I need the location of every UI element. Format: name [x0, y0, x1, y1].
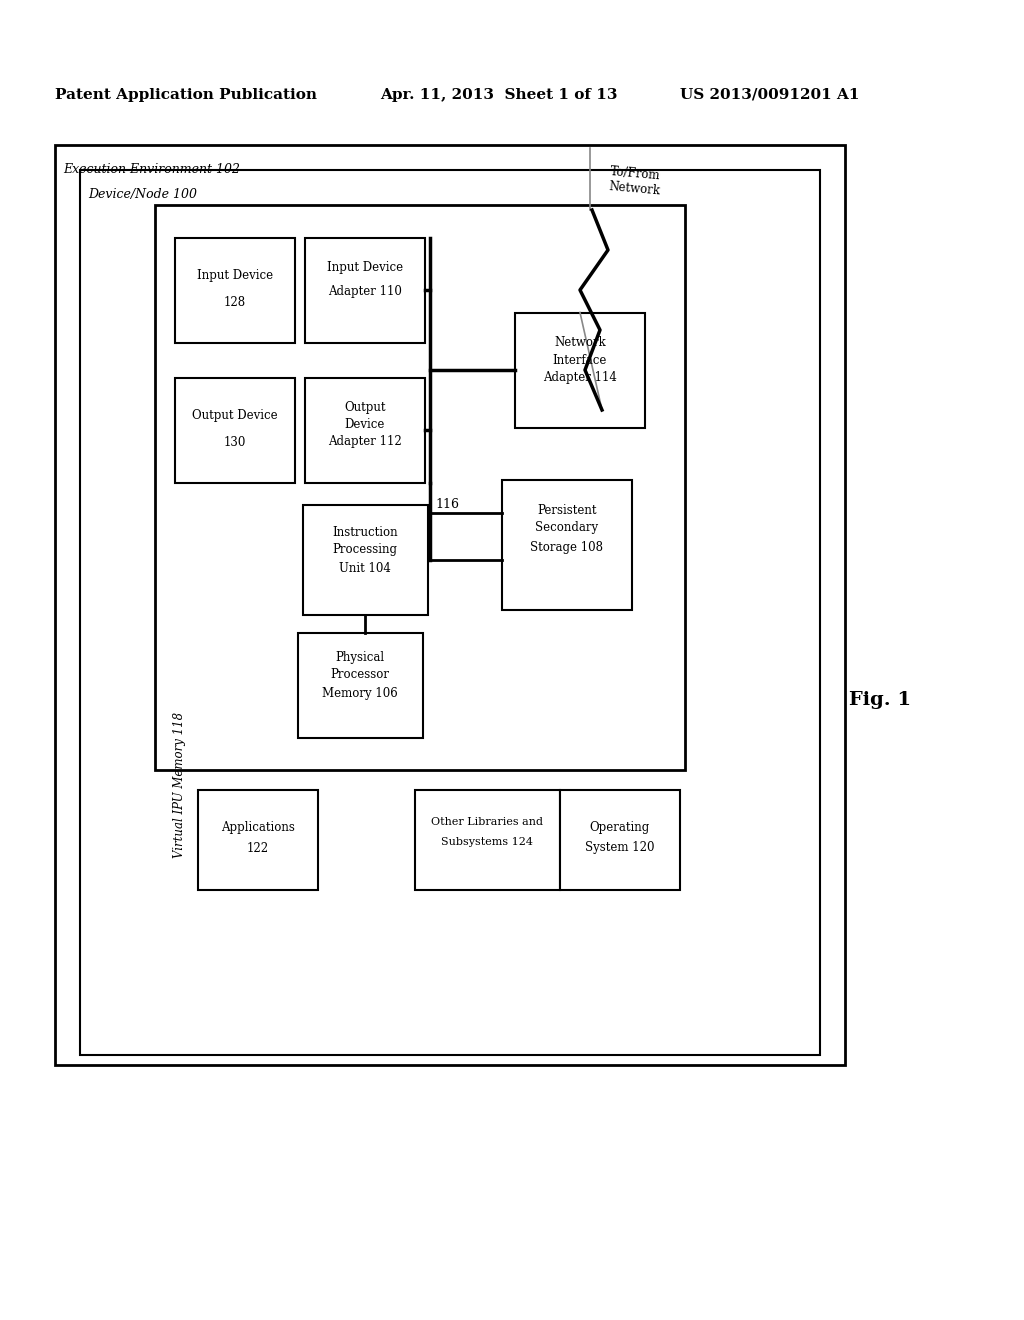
Bar [305, 238, 425, 343]
Text: Device: Device [345, 418, 385, 432]
Bar [560, 789, 680, 890]
Text: Apr. 11, 2013  Sheet 1 of 13: Apr. 11, 2013 Sheet 1 of 13 [380, 88, 617, 102]
Text: Unit 104: Unit 104 [339, 561, 391, 574]
Text: Secondary: Secondary [536, 520, 599, 533]
Text: Patent Application Publication: Patent Application Publication [55, 88, 317, 102]
Bar [175, 238, 295, 343]
Text: Memory 106: Memory 106 [323, 686, 398, 700]
Text: Subsystems 124: Subsystems 124 [441, 837, 534, 847]
Text: Device/Node 100: Device/Node 100 [88, 187, 197, 201]
Text: Other Libraries and: Other Libraries and [431, 817, 543, 828]
Text: Virtual IPU Memory 118: Virtual IPU Memory 118 [173, 711, 186, 858]
Text: Processor: Processor [331, 668, 389, 681]
Text: Input Device: Input Device [197, 268, 273, 281]
Text: Storage 108: Storage 108 [530, 540, 603, 553]
Text: US 2013/0091201 A1: US 2013/0091201 A1 [680, 88, 859, 102]
Text: Output: Output [344, 401, 386, 414]
Bar [198, 789, 318, 890]
Bar [415, 789, 560, 890]
Text: Adapter 110: Adapter 110 [328, 285, 402, 298]
Text: Applications: Applications [221, 821, 295, 834]
Text: Adapter 114: Adapter 114 [543, 371, 616, 384]
Text: Network: Network [554, 335, 606, 348]
Bar [175, 378, 295, 483]
Text: Output Device: Output Device [193, 408, 278, 421]
Bar [305, 378, 425, 483]
Text: 122: 122 [247, 842, 269, 854]
Bar [168, 590, 720, 979]
Text: 130: 130 [224, 436, 246, 449]
Text: Operating: Operating [590, 821, 650, 834]
Text: System 120: System 120 [586, 842, 654, 854]
Text: Adapter 112: Adapter 112 [328, 436, 401, 449]
Text: Instruction: Instruction [332, 525, 397, 539]
Bar [55, 145, 845, 1065]
Text: Fig. 1: Fig. 1 [849, 690, 911, 709]
Text: Interface: Interface [553, 354, 607, 367]
Bar [298, 634, 423, 738]
Text: Persistent: Persistent [538, 503, 597, 516]
Text: 128: 128 [224, 296, 246, 309]
Text: Execution Environment 102: Execution Environment 102 [63, 162, 240, 176]
Text: Processing: Processing [333, 544, 397, 557]
Bar [515, 313, 645, 428]
Text: To/From
Network: To/From Network [608, 165, 662, 198]
Bar [80, 170, 820, 1055]
Text: Input Device: Input Device [327, 261, 403, 275]
Bar [155, 205, 685, 770]
Text: 116: 116 [435, 498, 459, 511]
Text: Physical: Physical [336, 651, 385, 664]
Bar [502, 480, 632, 610]
Bar [303, 506, 428, 615]
